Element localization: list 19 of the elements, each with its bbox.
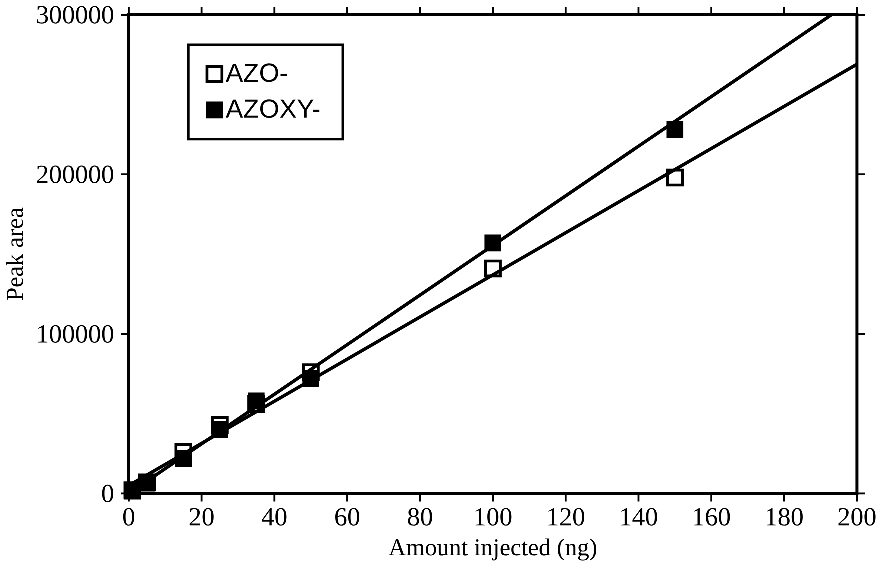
x-tick-label: 0 — [123, 508, 135, 526]
x-axis-title: Amount injected (ng) — [388, 538, 596, 561]
y-tick-label: 200000 — [37, 166, 114, 184]
y-tick-label: 300000 — [37, 6, 114, 24]
x-tick-label: 200 — [838, 508, 876, 526]
y-axis-title: Peak area — [6, 208, 24, 300]
legend-label: AZOXY- — [226, 100, 320, 118]
x-tick-label: 20 — [190, 508, 214, 526]
x-tick-label: 100 — [476, 508, 512, 526]
x-tick-label: 80 — [408, 508, 432, 526]
y-tick-label: 100000 — [38, 325, 114, 343]
x-tick-label: 180 — [767, 508, 803, 526]
x-tick-label: 160 — [694, 508, 730, 526]
y-tick-label: 0 — [102, 484, 114, 503]
x-tick-label: 60 — [336, 508, 360, 526]
x-tick-label: 140 — [621, 508, 658, 526]
x-tick-label: 40 — [262, 508, 287, 526]
legend-label: AZO- — [226, 64, 288, 82]
x-tick-label: 120 — [548, 508, 584, 526]
